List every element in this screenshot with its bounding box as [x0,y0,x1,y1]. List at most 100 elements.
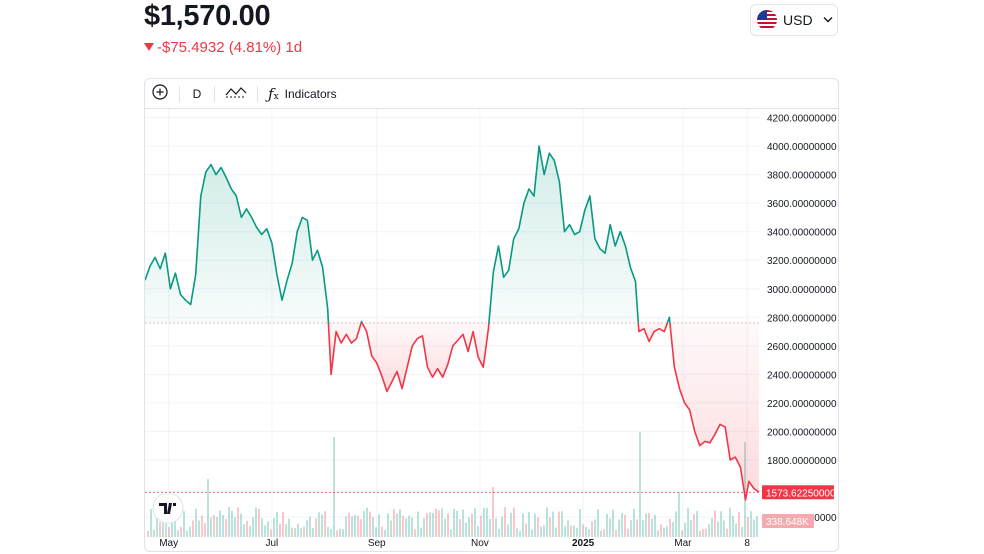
volume-bar [735,523,737,537]
data-point [386,391,388,393]
y-tick-label: 3400.00000000 [767,228,837,239]
compare-icon [225,85,247,102]
volume-bar [330,529,332,537]
line-segment-up [360,320,363,324]
volume-bar [177,530,179,537]
x-tick-label: 8 [744,538,750,549]
volume-bar [267,521,269,537]
volume-bar [549,517,551,537]
volume-bar [558,511,560,537]
volume-bar [576,527,578,537]
volume-bar [633,508,635,537]
price-line [145,145,760,501]
data-point [564,231,566,233]
add-symbol-button[interactable] [145,79,175,109]
volume-badge [762,514,814,528]
line-segment-up [666,316,671,324]
price-axis: 4200.00000000 4000.00000000 3800.00000000 3… [767,114,837,524]
volume-bar [522,513,524,537]
data-point [559,181,561,183]
volume-bar [564,526,566,537]
data-point [335,331,337,333]
volume-bar [351,516,353,537]
data-point [154,257,156,259]
data-point [533,195,535,197]
volume-bar [327,526,329,537]
volume-bar [603,529,605,537]
data-point [508,269,510,271]
data-point [574,234,576,236]
volume-bar [234,517,236,537]
data-point [467,351,469,353]
data-point [149,265,151,267]
price-chart[interactable]: 4200.00000000 4000.00000000 3800.00000000 3… [145,109,839,552]
volume-bar [198,520,200,537]
y-tick-label: 2200.00000000 [767,399,837,410]
volume-bar [648,513,650,537]
compare-button[interactable] [215,79,257,109]
data-point [302,217,304,219]
volume-bar [471,513,473,537]
volume-bar [675,511,677,537]
data-point [663,331,665,333]
indicators-button[interactable]: ƒx Indicators [258,79,345,109]
volume-bar [555,527,557,537]
data-point [447,364,449,366]
volume-bar [435,508,437,537]
data-point [356,338,358,340]
volume-bar [270,529,272,537]
data-point [230,188,232,190]
volume-bar [561,511,563,537]
volume-bar [375,527,377,537]
x-tick-label: Nov [471,538,489,549]
indicators-label: Indicators [284,86,337,101]
price-value: $1,570.00 [144,0,271,32]
data-point [735,456,737,458]
area-fill-up [488,146,639,323]
volume-bar [210,517,212,537]
volume-bar [672,522,674,537]
volume-bar [501,516,503,537]
volume-bar [285,524,287,537]
volume-bar [348,512,350,537]
data-point [620,231,622,233]
data-point [648,341,650,343]
volume-bar [651,518,653,537]
data-point [482,366,484,368]
volume-bar [258,508,260,537]
volume-bar [663,527,665,537]
volume-bar [345,516,347,537]
volume-bar [618,519,620,537]
data-point [381,375,383,377]
volume-bar [732,515,734,537]
tradingview-logo [152,492,184,524]
data-point [366,331,368,333]
volume-bar [156,517,158,537]
volume-bar [459,519,461,537]
data-point [694,431,696,433]
volume-bar [282,511,284,537]
volume-bar [690,519,692,537]
interval-button[interactable]: D [180,79,214,109]
volume-bar [225,518,227,537]
volume-bar [387,513,389,537]
volume-bar [699,530,701,537]
data-point [422,335,424,337]
volume-bar [495,518,497,537]
data-point [175,272,177,274]
data-point [523,202,525,204]
volume-bar [396,513,398,537]
data-point [745,499,747,501]
data-point [753,488,755,490]
data-point [498,245,500,247]
volume-bar [753,519,755,537]
currency-selector[interactable]: USD [750,4,838,36]
data-point [330,374,332,376]
volume-bar [246,520,248,537]
volume-bar [300,528,302,537]
y-tick-label: 3600.00000000 [767,199,837,210]
data-point [740,466,742,468]
volume-bar [654,514,656,537]
volume-bar [585,527,587,537]
volume-bar [432,512,434,537]
